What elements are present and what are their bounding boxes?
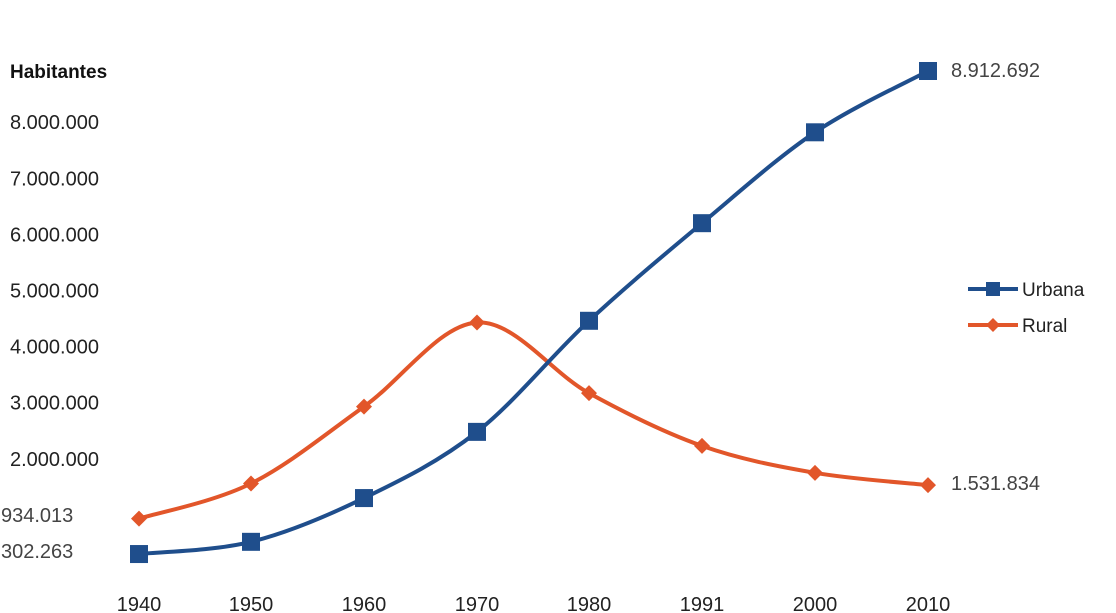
data-point-urbana	[355, 489, 373, 508]
x-tick-labels: 1940 1950 1960 1970 1980 1991 2000 2010	[117, 594, 951, 613]
legend-urbana-label: Urbana	[1022, 280, 1085, 301]
legend-rural-marker	[986, 318, 1000, 332]
data-point-rural	[131, 510, 147, 527]
series-line-rural	[138, 320, 929, 521]
y-tick-label: 3.000.000	[10, 393, 99, 415]
x-tick-label: 1991	[680, 594, 725, 613]
data-point-urbana	[919, 61, 937, 80]
y-tick-label: 7.000.000	[10, 168, 99, 190]
series-lines	[138, 69, 929, 557]
legend-urbana-marker	[986, 282, 1000, 296]
x-tick-label: 1940	[117, 594, 162, 613]
series-markers	[130, 61, 937, 564]
x-tick-label: 1960	[342, 594, 387, 613]
data-point-urbana	[806, 123, 824, 142]
data-point-rural	[469, 314, 485, 331]
x-tick-label: 1950	[229, 594, 274, 613]
urbana-start-label: 302.263	[1, 541, 73, 563]
data-point-rural	[581, 385, 597, 402]
y-tick-label: 5.000.000	[10, 281, 99, 303]
y-axis-title: Habitantes	[10, 62, 107, 83]
data-point-urbana	[468, 422, 486, 441]
data-point-rural	[807, 464, 823, 481]
urbana-end-label: 8.912.692	[951, 60, 1040, 82]
data-point-urbana	[693, 214, 711, 233]
series-line-urbana	[138, 69, 929, 557]
y-tick-label: 8.000.000	[10, 112, 99, 134]
x-tick-label: 1970	[455, 594, 500, 613]
data-point-rural	[694, 437, 710, 454]
data-point-rural	[920, 477, 936, 494]
y-tick-labels: 2.000.000 3.000.000 4.000.000 5.000.000 6.00…	[10, 112, 99, 471]
rural-start-label: 934.013	[1, 505, 73, 527]
data-point-rural	[243, 475, 259, 492]
legend-rural-label: Rural	[1022, 316, 1067, 337]
y-tick-label: 6.000.000	[10, 224, 99, 246]
y-tick-label: 2.000.000	[10, 449, 99, 471]
x-tick-label: 2000	[793, 594, 838, 613]
data-point-urbana	[242, 532, 260, 551]
x-tick-label: 2010	[906, 594, 951, 613]
data-point-rural	[356, 398, 372, 415]
rural-end-label: 1.531.834	[951, 473, 1040, 495]
x-tick-label: 1980	[567, 594, 612, 613]
data-point-urbana	[130, 545, 148, 564]
legend: Urbana Rural	[968, 280, 1085, 337]
y-tick-label: 4.000.000	[10, 337, 99, 359]
data-point-urbana	[580, 311, 598, 330]
